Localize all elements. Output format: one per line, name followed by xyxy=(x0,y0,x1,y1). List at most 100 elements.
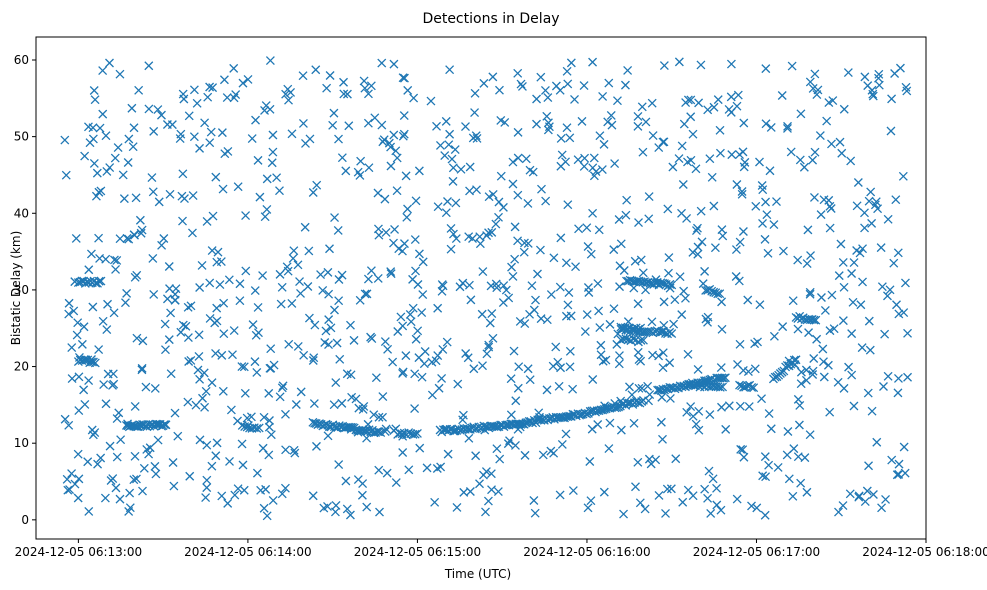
data-point xyxy=(218,386,228,396)
data-point xyxy=(703,105,713,115)
data-point xyxy=(796,367,806,377)
data-point xyxy=(498,298,508,308)
data-point xyxy=(237,362,247,372)
data-point xyxy=(103,299,112,309)
data-point xyxy=(448,229,458,239)
data-point xyxy=(691,164,701,174)
data-point xyxy=(707,172,717,182)
data-point xyxy=(819,357,828,367)
data-point xyxy=(160,319,170,329)
data-point xyxy=(637,383,647,393)
data-point xyxy=(184,357,194,366)
data-point xyxy=(760,510,770,520)
data-point xyxy=(631,482,640,492)
data-point xyxy=(445,129,455,139)
data-point xyxy=(288,253,298,263)
data-point xyxy=(808,366,818,376)
data-point xyxy=(67,469,77,479)
data-point xyxy=(191,400,201,410)
data-point xyxy=(465,162,475,172)
data-point xyxy=(102,325,112,335)
data-point xyxy=(607,120,617,130)
data-point xyxy=(364,163,374,173)
data-point xyxy=(115,234,125,244)
data-point xyxy=(885,285,895,295)
data-point xyxy=(647,279,657,289)
data-point xyxy=(686,95,696,105)
data-point xyxy=(105,58,114,68)
data-point xyxy=(708,474,718,484)
data-point xyxy=(111,483,121,493)
data-point xyxy=(60,414,70,424)
data-point xyxy=(604,78,614,88)
data-point xyxy=(337,270,347,280)
data-point xyxy=(732,101,742,111)
data-point xyxy=(691,226,701,236)
data-point xyxy=(744,402,754,412)
data-point xyxy=(211,172,221,182)
data-point xyxy=(207,246,217,255)
data-point xyxy=(160,420,169,429)
data-point xyxy=(138,336,148,346)
data-point xyxy=(194,351,204,361)
data-point xyxy=(124,507,134,516)
data-point xyxy=(871,197,881,207)
data-point xyxy=(793,394,803,404)
data-point xyxy=(629,418,639,428)
data-point xyxy=(417,372,427,382)
data-point xyxy=(718,382,728,392)
data-point xyxy=(799,162,809,172)
data-point xyxy=(596,405,606,415)
data-point xyxy=(647,317,657,327)
data-point xyxy=(816,293,826,302)
data-point xyxy=(491,421,501,431)
data-point xyxy=(324,289,334,299)
data-point xyxy=(118,170,128,180)
data-point xyxy=(178,216,187,226)
data-point xyxy=(211,349,221,358)
data-point xyxy=(557,439,567,449)
data-point xyxy=(461,349,471,358)
data-point xyxy=(880,329,890,339)
data-point xyxy=(674,57,684,67)
data-point xyxy=(320,338,330,347)
data-point xyxy=(399,73,409,83)
data-point xyxy=(451,234,461,244)
data-point xyxy=(663,204,673,214)
data-point xyxy=(683,157,692,167)
data-point xyxy=(808,84,818,93)
data-point xyxy=(662,484,672,494)
data-point xyxy=(614,359,624,369)
data-point xyxy=(363,118,373,128)
data-point xyxy=(751,201,761,211)
data-point xyxy=(202,483,212,493)
data-point xyxy=(137,225,147,235)
data-point xyxy=(615,282,624,292)
data-point xyxy=(537,184,546,194)
data-point xyxy=(337,398,347,408)
data-point xyxy=(682,407,692,417)
data-point xyxy=(764,409,774,419)
data-point xyxy=(170,295,180,305)
data-point xyxy=(540,85,550,95)
data-point xyxy=(414,353,424,363)
data-point xyxy=(259,412,269,422)
data-point xyxy=(132,333,142,343)
data-point xyxy=(301,138,310,148)
data-point xyxy=(717,324,727,334)
data-point xyxy=(763,248,773,258)
data-point xyxy=(749,383,759,393)
data-point xyxy=(399,129,409,139)
data-point xyxy=(843,68,853,78)
data-point xyxy=(894,459,904,469)
data-point xyxy=(275,392,285,402)
x-axis: 2024-12-05 06:13:00 2024-12-05 06:14:00 20… xyxy=(15,539,987,559)
data-point xyxy=(479,78,489,88)
data-point xyxy=(658,363,668,373)
data-point xyxy=(513,383,523,393)
data-point xyxy=(264,422,274,432)
data-point xyxy=(229,63,239,73)
data-point xyxy=(549,253,559,263)
data-point xyxy=(178,320,188,330)
data-point xyxy=(563,79,573,89)
